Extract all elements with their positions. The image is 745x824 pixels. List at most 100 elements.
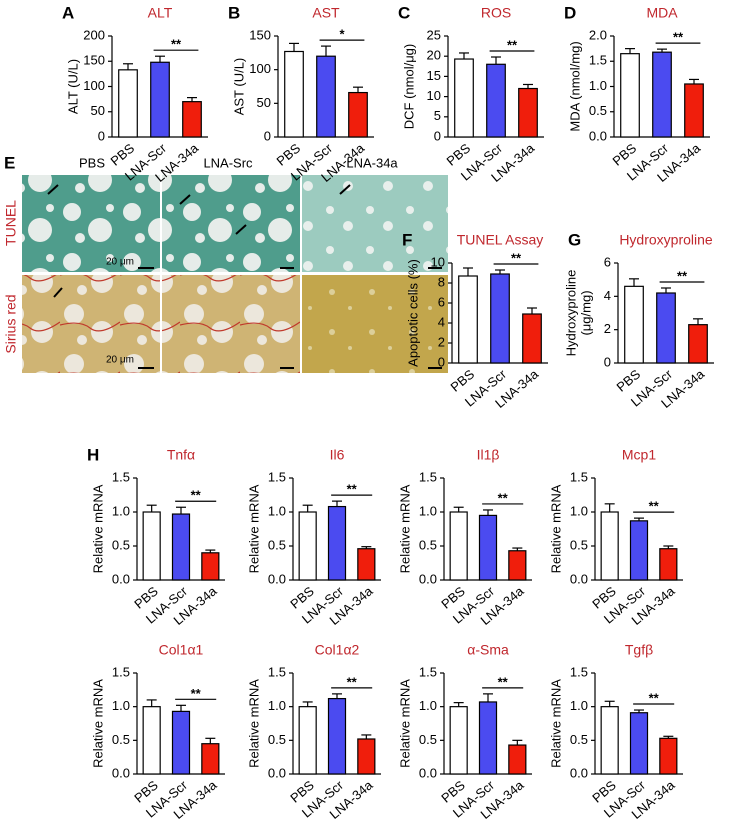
y-tick-label: 1.5 <box>268 469 286 484</box>
y-tick-label: 50 <box>91 103 105 118</box>
y-tick-label: 0.0 <box>268 765 286 780</box>
bar <box>348 91 368 138</box>
bar <box>357 548 376 581</box>
bar <box>684 83 704 138</box>
bar <box>508 550 527 581</box>
y-tick-label: 4 <box>438 314 445 329</box>
bar <box>327 505 347 581</box>
y-axis-label: Relative mRNA <box>90 484 105 573</box>
significance-label: ** <box>649 690 660 705</box>
y-tick-label: 4 <box>604 288 611 303</box>
bar <box>449 511 468 581</box>
y-tick-label: 0 <box>98 128 105 143</box>
micrograph <box>162 275 300 373</box>
panel-letter: D <box>564 3 576 22</box>
row-label: TUNEL <box>3 200 19 246</box>
bar <box>508 744 527 775</box>
y-tick-label: 0 <box>434 128 441 143</box>
y-tick-label: 0 <box>438 354 445 369</box>
significance-label: ** <box>498 490 509 505</box>
scale-bar-label: 20 μm <box>106 257 134 268</box>
bar <box>600 511 619 581</box>
arrows <box>47 184 351 298</box>
significance-label: ** <box>347 674 358 689</box>
y-tick-label: 0.0 <box>268 571 286 586</box>
y-axis-label: Apoptotic cells (%) <box>405 259 420 367</box>
y-tick-label: 2 <box>604 321 611 336</box>
y-tick-label: 1.0 <box>112 698 130 713</box>
y-tick-label: 1.0 <box>268 698 286 713</box>
bar <box>629 712 649 775</box>
significance-label: ** <box>171 37 182 52</box>
y-tick-label: 2.0 <box>589 27 607 42</box>
micrograph <box>22 275 160 373</box>
y-tick-label: 8 <box>438 274 445 289</box>
bar <box>490 273 510 364</box>
y-tick-label: 15 <box>427 68 441 83</box>
y-tick-label: 10 <box>427 88 441 103</box>
y-axis-label: MDA (nmol/mg) <box>567 41 582 131</box>
y-tick-label: 0.0 <box>570 765 588 780</box>
y-tick-label: 1.0 <box>570 503 588 518</box>
panel-letter: G <box>568 230 581 249</box>
bar <box>624 285 644 364</box>
chart-title: Col1α1 <box>159 642 204 658</box>
bar <box>688 324 708 364</box>
bar <box>478 514 498 581</box>
y-tick-label: 6 <box>604 254 611 269</box>
y-tick-label: 0.5 <box>589 103 607 118</box>
bar <box>201 552 220 581</box>
bar <box>316 55 336 138</box>
significance-label: ** <box>191 488 202 503</box>
bar <box>142 706 161 775</box>
y-axis-label: Relative mRNA <box>246 679 261 768</box>
bar <box>142 511 161 581</box>
y-tick-label: 0.0 <box>419 571 437 586</box>
y-tick-label: 1.5 <box>112 469 130 484</box>
scale-bars <box>138 267 442 369</box>
y-axis-label: Hydroxyproline <box>563 270 578 357</box>
y-tick-label: 0.0 <box>589 128 607 143</box>
chart-title: AST <box>312 5 340 21</box>
bar <box>182 101 202 138</box>
significance-label: ** <box>507 37 518 52</box>
y-tick-label: 1.0 <box>419 698 437 713</box>
y-tick-label: 10 <box>431 254 445 269</box>
significance-label: ** <box>673 30 684 45</box>
y-tick-label: 5 <box>434 108 441 123</box>
bar <box>118 69 138 138</box>
y-axis-label: Relative mRNA <box>90 679 105 768</box>
y-tick-label: 1.5 <box>112 664 130 679</box>
scale-bar-label: 20 μm <box>106 355 134 366</box>
micrograph <box>22 175 160 272</box>
bar <box>659 737 678 775</box>
bar <box>284 50 304 138</box>
y-tick-label: 0 <box>264 128 271 143</box>
chart-title: Il6 <box>330 447 345 463</box>
panel-letter: A <box>62 3 74 22</box>
chart-title: Tgfβ <box>625 642 653 658</box>
panel-letter: B <box>228 3 240 22</box>
y-tick-label: 150 <box>249 27 271 42</box>
bar <box>454 58 474 138</box>
micrograph <box>162 175 300 272</box>
y-axis-label: DCF (nmol/μg) <box>401 44 416 130</box>
y-axis-label: Relative mRNA <box>397 484 412 573</box>
y-tick-label: 0.0 <box>570 571 588 586</box>
significance-label: ** <box>511 250 522 265</box>
bar <box>518 87 538 138</box>
chart-title: Col1α2 <box>315 642 360 658</box>
bar <box>478 701 498 775</box>
y-axis-label: (μg/mg) <box>578 290 593 335</box>
panel-letter: F <box>402 230 412 249</box>
bar <box>600 706 619 775</box>
y-axis-label: AST (U/L) <box>231 58 246 116</box>
bar <box>659 548 678 581</box>
y-tick-label: 6 <box>438 294 445 309</box>
bar <box>298 511 317 581</box>
bar <box>201 743 220 775</box>
y-tick-label: 1.0 <box>570 698 588 713</box>
y-axis-label: ALT (U/L) <box>65 59 80 114</box>
y-tick-label: 1.5 <box>268 664 286 679</box>
chart-title: ALT <box>148 5 173 21</box>
